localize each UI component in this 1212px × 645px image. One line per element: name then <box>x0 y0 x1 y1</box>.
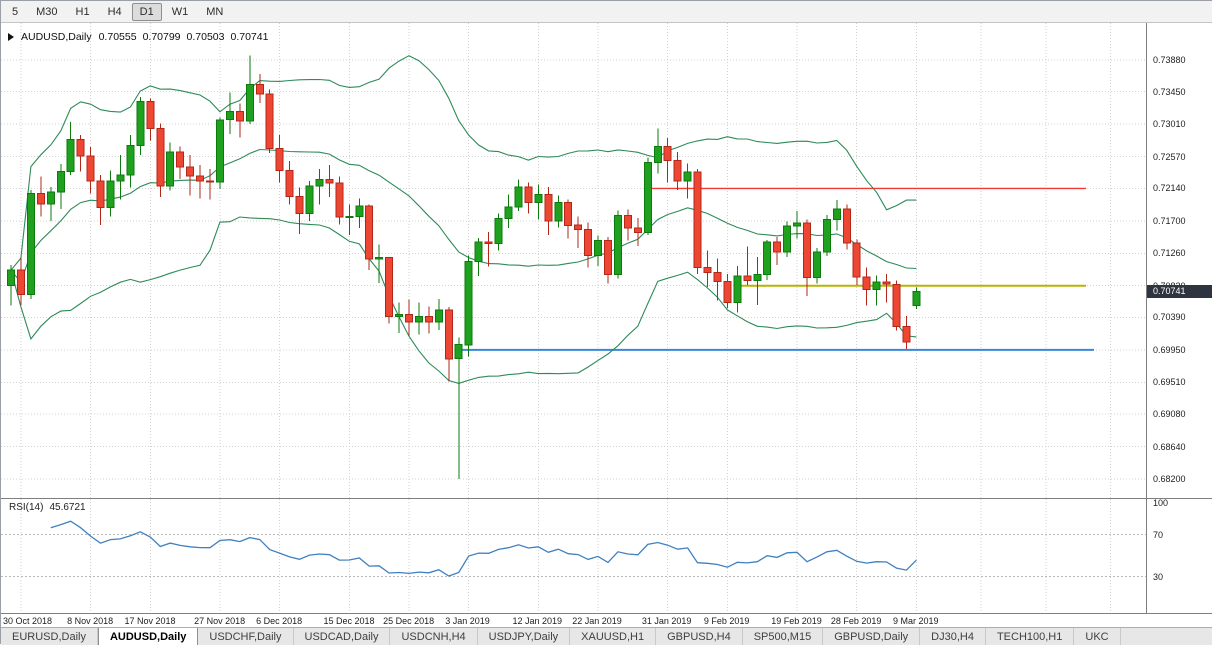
date-axis-label: 19 Feb 2019 <box>771 616 822 626</box>
symbol-tab-gbpusd-h4[interactable]: GBPUSD,H4 <box>656 628 743 645</box>
timeframe-d1[interactable]: D1 <box>131 2 162 21</box>
symbol-tab-gbpusd-daily[interactable]: GBPUSD,Daily <box>823 628 921 645</box>
timeframe-5[interactable]: 5 <box>12 5 19 18</box>
timeframe-w1[interactable]: W1 <box>171 5 189 18</box>
price-axis-label: 0.68640 <box>1153 441 1186 452</box>
rsi-axis-label: 70 <box>1153 529 1164 540</box>
rsi-indicator-label: RSI(14) 45.6721 <box>9 502 86 513</box>
candles-layer <box>7 55 921 479</box>
date-axis-label: 28 Feb 2019 <box>830 616 882 626</box>
symbol-tab-bar: EURUSD,Daily AUDUSD,Daily USDCHF,Daily USDC… <box>1 627 1212 645</box>
date-axis-label: 8 Nov 2018 <box>67 616 114 626</box>
bollinger-upper-band <box>10 55 917 271</box>
symbol-tab-audusd-daily[interactable]: AUDUSD,Daily <box>97 628 199 645</box>
current-price-badge: 0.70741 <box>1147 285 1212 299</box>
time-axis[interactable]: 30 Oct 2018 8 Nov 2018 17 Nov 2018 27 Nov 2… <box>1 613 1212 627</box>
symbol-tab-usdchf-daily[interactable]: USDCHF,Daily <box>198 628 294 645</box>
price-axis-label: 0.69510 <box>1153 377 1186 388</box>
ohlc-close: 0.70741 <box>230 31 269 43</box>
date-axis-label: 27 Nov 2018 <box>194 616 246 626</box>
timeframe-h1[interactable]: H1 <box>75 5 90 18</box>
timeframe-m30[interactable]: M30 <box>36 5 58 18</box>
rsi-name: RSI(14) <box>9 502 44 513</box>
symbol-tab-xauusd-h1[interactable]: XAUUSD,H1 <box>570 628 657 645</box>
timeframe-mn[interactable]: MN <box>206 5 224 18</box>
bollinger-middle-band <box>10 148 917 284</box>
rsi-axis-label: 30 <box>1153 571 1164 582</box>
date-axis-label: 9 Mar 2019 <box>892 616 939 626</box>
price-axis-label: 0.68200 <box>1153 474 1186 484</box>
price-axis-label: 0.71700 <box>1153 215 1186 226</box>
price-axis-label: 0.69950 <box>1153 344 1186 355</box>
symbol-tab-usdcad-daily[interactable]: USDCAD,Daily <box>293 628 391 645</box>
ohlc-high: 0.70799 <box>142 31 181 43</box>
one-click-trading-arrow-icon[interactable] <box>8 33 14 41</box>
date-axis-label: 22 Jan 2019 <box>572 616 622 626</box>
main-chart[interactable] <box>1 23 1146 498</box>
price-axis-label: 0.73010 <box>1153 119 1186 130</box>
rsi-panel[interactable] <box>1 499 1146 613</box>
price-axis-label: 0.70390 <box>1153 312 1186 323</box>
price-axis-label: 0.71260 <box>1153 248 1186 259</box>
symbol-tab-ukc[interactable]: UKC <box>1074 628 1121 645</box>
price-axis-label: 0.72140 <box>1153 183 1186 194</box>
date-axis-label: 6 Dec 2018 <box>256 616 303 626</box>
panel-separator[interactable] <box>1 498 1212 499</box>
price-axis-label: 0.69080 <box>1153 409 1186 420</box>
date-axis-label: 3 Jan 2019 <box>445 616 490 626</box>
date-axis-label: 17 Nov 2018 <box>124 616 176 626</box>
price-axis-label: 0.73450 <box>1153 86 1186 97</box>
rsi-grid-layer <box>20 499 1111 613</box>
date-axis-label: 30 Oct 2018 <box>3 616 53 626</box>
chart-title: AUDUSD,Daily 0.70555 0.70799 0.70503 0.7… <box>8 31 268 43</box>
ohlc-open: 0.70555 <box>98 31 137 43</box>
price-axis-label: 0.73880 <box>1153 55 1186 65</box>
timeframe-h4[interactable]: H4 <box>107 5 122 18</box>
symbol-tab-usdcnh-h4[interactable]: USDCNH,H4 <box>390 628 478 645</box>
symbol-tab-dj30-h4[interactable]: DJ30,H4 <box>920 628 986 645</box>
rsi-line <box>50 520 917 577</box>
date-axis-label: 15 Dec 2018 <box>323 616 375 626</box>
timeframe-bar: 5 M30 H1 H4 D1 W1 MN <box>1 1 1212 23</box>
symbol-tab-sp500-m15[interactable]: SP500,M15 <box>742 628 824 645</box>
bollinger-lower-band <box>10 216 917 384</box>
chart-symbol-label: AUDUSD,Daily <box>21 31 92 43</box>
date-axis-label: 12 Jan 2019 <box>512 616 563 626</box>
price-axis[interactable]: 0.70741 0.73880 0.73450 0.73010 0.72570 0.72… <box>1146 23 1212 613</box>
symbol-tab-tech100-h1[interactable]: TECH100,H1 <box>985 628 1075 645</box>
grid-layer <box>1 23 1146 498</box>
symbol-tab-usdjpy-daily[interactable]: USDJPY,Daily <box>477 628 571 645</box>
symbol-tab-eurusd-daily[interactable]: EURUSD,Daily <box>1 628 98 645</box>
date-axis-label: 25 Dec 2018 <box>383 616 435 626</box>
rsi-value: 45.6721 <box>49 502 86 513</box>
rsi-axis-label: 100 <box>1153 498 1169 508</box>
date-axis-label: 9 Feb 2019 <box>703 616 750 626</box>
price-axis-label: 0.72570 <box>1153 151 1186 162</box>
date-axis-label: 31 Jan 2019 <box>641 616 692 626</box>
ohlc-low: 0.70503 <box>186 31 225 43</box>
